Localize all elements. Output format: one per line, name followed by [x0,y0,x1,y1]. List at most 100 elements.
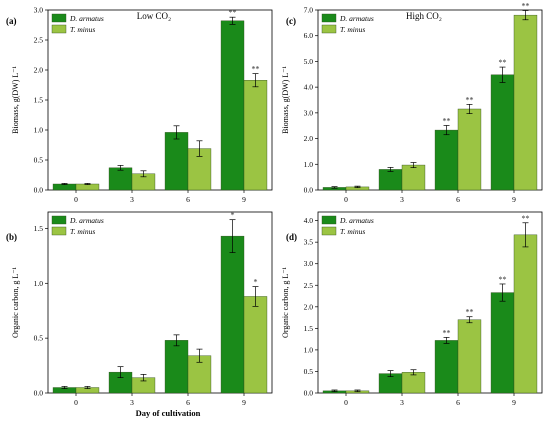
x-tick-label: 3 [400,398,404,407]
y-tick-label: 6.0 [304,31,314,40]
legend-swatch [321,24,337,34]
y-axis-label: Biomass, g(DW) L⁻¹ [281,66,290,134]
legend-label: D. armatus [69,14,104,23]
y-tick-label: 0.5 [304,367,314,376]
x-tick-label: 6 [456,195,460,204]
y-tick-label: 0.0 [304,186,314,195]
x-tick-label: 0 [74,398,78,407]
x-tick-label: 9 [242,195,246,204]
y-tick-label: 1.0 [304,345,314,354]
x-tick-label: 0 [74,195,78,204]
bar-d-armatus [434,340,459,394]
y-axis-label: Biomass, g(DW) L⁻¹ [11,66,20,134]
y-tick-label: 1.0 [34,126,44,135]
y-tick-label: 4.0 [304,216,314,225]
panel-tag: (c) [286,16,296,26]
y-tick-label: 4.0 [304,83,314,92]
bar-t-minus [513,234,538,394]
panel-tag: (b) [6,232,17,242]
y-tick-label: 0.0 [34,186,44,195]
x-tick-label: 3 [130,398,134,407]
y-tick-label: 7.0 [304,6,314,15]
bar-t-minus [457,108,482,191]
significance-marker: ** [521,214,529,223]
significance-marker: ** [521,2,529,11]
x-tick-label: 6 [456,398,460,407]
legend-swatch [51,226,67,236]
legend-label: D. armatus [339,216,374,225]
panel-d: 0.0 0.5 1.0 1.5 2.0 2.5 3.0 3.5 4.0 Organic carbo… [281,211,543,407]
bar-d-armatus [108,167,133,191]
x-tick-label: 0 [344,195,348,204]
significance-marker: * [231,211,235,220]
x-tick-label: 9 [512,398,516,407]
y-axis-label: Organic carbon, g L⁻¹ [11,266,20,337]
significance-marker: ** [229,8,237,17]
significance-marker: ** [443,328,451,337]
panel-title: High CO₂ [406,11,442,21]
significance-marker: * [253,278,257,287]
bar-t-minus [457,319,482,394]
y-tick-label: 2.0 [304,134,314,143]
bar-d-armatus [378,169,403,191]
plot-frame [47,211,273,394]
bar-t-minus [243,79,268,191]
x-tick-label: 9 [512,195,516,204]
bar-t-minus [401,372,426,394]
legend-label: T. minus [340,227,365,236]
legend-swatch [51,24,67,34]
bar-d-armatus [434,129,459,191]
significance-marker: ** [443,116,451,125]
x-tick-label: 3 [130,195,134,204]
bar-d-armatus [490,292,515,394]
legend-swatch [51,13,67,23]
y-tick-label: 2.5 [34,36,44,45]
significance-marker: ** [499,58,507,67]
x-tick-label: 0 [344,398,348,407]
panel-tag: (d) [286,232,297,242]
panel-b: 0.0 0.5 1.0 1.5 Organic carbon, g L⁻¹ (b) 0 3 6 9… [6,211,273,407]
y-tick-label: 3.5 [304,238,314,247]
significance-marker: ** [465,95,473,104]
y-tick-label: 0.5 [34,334,44,343]
legend-swatch [51,215,67,225]
y-tick-label: 3.0 [34,6,44,15]
x-tick-label: 3 [400,195,404,204]
x-axis-title: Day of cultivation [136,408,201,418]
panel-c: 0.0 1.0 2.0 3.0 4.0 5.0 6.0 7.0 Biomass, g(DW) L… [281,2,543,204]
legend-label: D. armatus [69,216,104,225]
bar-d-armatus [490,74,515,191]
bar-t-minus [513,14,538,191]
x-tick-label: 6 [186,398,190,407]
panel-tag: (a) [6,16,17,26]
y-tick-label: 1.0 [34,279,44,288]
y-tick-label: 1.0 [304,160,314,169]
x-tick-label: 6 [186,195,190,204]
significance-marker: ** [499,275,507,284]
y-tick-label: 3.0 [304,108,314,117]
bar-d-armatus [220,235,245,394]
y-tick-label: 5.0 [304,57,314,66]
legend-label: T. minus [340,25,365,34]
y-tick-label: 1.5 [34,96,44,105]
panel-title: Low CO₂ [137,11,171,21]
bar-d-armatus [220,20,245,191]
bar-d-armatus [164,340,189,394]
y-tick-label: 2.5 [304,281,314,290]
legend-swatch [321,215,337,225]
y-axis-label: Organic carbon, g L⁻¹ [281,266,290,337]
y-tick-label: 2.0 [304,302,314,311]
y-tick-label: 0.5 [34,156,44,165]
y-tick-label: 0.0 [34,389,44,398]
y-tick-label: 3.0 [304,259,314,268]
plot-frame [317,9,543,191]
x-tick-label: 9 [242,398,246,407]
legend-label: T. minus [70,25,95,34]
legend-swatch [321,226,337,236]
legend-label: T. minus [70,227,95,236]
bar-t-minus [243,296,268,394]
y-tick-label: 2.0 [34,66,44,75]
bar-t-minus [401,164,426,191]
bar-d-armatus [164,132,189,191]
